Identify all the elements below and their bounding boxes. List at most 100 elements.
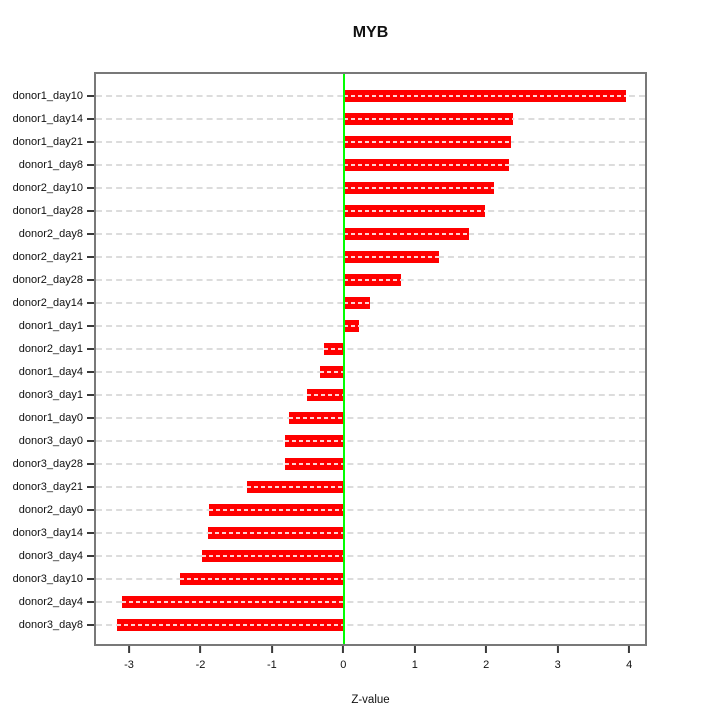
y-tick-mark	[87, 370, 94, 373]
bar-dash-pattern	[209, 508, 344, 511]
bar-donor3_day8	[116, 618, 344, 631]
bar-donor2_day10	[343, 181, 494, 194]
bar-row	[96, 268, 645, 291]
category-label: donor2_day1	[18, 342, 83, 355]
y-label-row: donor1_day4	[0, 360, 94, 383]
x-tick: 3	[555, 646, 561, 671]
y-label-row: donor2_day4	[0, 590, 94, 613]
y-tick-mark	[87, 439, 94, 442]
bar-row	[96, 107, 645, 130]
y-tick-mark	[87, 255, 94, 258]
bar-row	[96, 429, 645, 452]
bar-donor1_day10	[343, 89, 626, 102]
y-tick-mark	[87, 347, 94, 350]
bar-donor1_day21	[343, 135, 511, 148]
y-label-row: donor3_day4	[0, 544, 94, 567]
bar-donor3_day0	[285, 434, 344, 447]
category-label: donor2_day10	[12, 181, 83, 194]
category-label: donor1_day14	[12, 112, 83, 125]
bar-dash-pattern	[343, 163, 509, 166]
bar-dash-pattern	[116, 623, 344, 626]
x-tick-label: -3	[124, 659, 134, 671]
x-tick-label: 3	[554, 659, 561, 671]
gridline	[96, 462, 645, 465]
gridline	[96, 508, 645, 511]
category-label: donor1_day28	[12, 204, 83, 217]
x-tick: -1	[267, 646, 277, 671]
bar-dash-pattern	[180, 577, 344, 580]
y-tick-mark	[87, 117, 94, 120]
y-label-row: donor3_day10	[0, 567, 94, 590]
y-tick-mark	[87, 186, 94, 189]
bar-rows	[96, 74, 645, 644]
bar-row	[96, 245, 645, 268]
y-label-row: donor2_day1	[0, 337, 94, 360]
y-label-row: donor3_day1	[0, 383, 94, 406]
bar-donor1_day1	[343, 319, 360, 332]
category-label: donor2_day4	[18, 595, 83, 608]
category-label: donor2_day28	[12, 273, 83, 286]
x-tick-label: 4	[626, 659, 633, 671]
x-tick-mark	[628, 646, 631, 653]
y-label-row: donor1_day21	[0, 130, 94, 153]
x-tick-label: 2	[483, 659, 490, 671]
bar-dash-pattern	[208, 531, 344, 534]
gridline	[96, 324, 645, 327]
x-tick-mark	[270, 646, 273, 653]
bar-row	[96, 590, 645, 613]
gridline	[96, 623, 645, 626]
bar-dash-pattern	[343, 209, 486, 212]
x-axis-title: Z-value	[351, 694, 390, 706]
bar-donor3_day4	[202, 549, 344, 562]
gridline	[96, 393, 645, 396]
x-tick-mark	[556, 646, 559, 653]
bar-dash-pattern	[343, 255, 439, 258]
y-label-row: donor3_day28	[0, 452, 94, 475]
category-label: donor3_day0	[18, 434, 83, 447]
category-label: donor1_day21	[12, 135, 83, 148]
plot-area	[94, 72, 647, 646]
bar-row	[96, 337, 645, 360]
y-tick-mark	[87, 163, 94, 166]
bar-dash-pattern	[288, 416, 344, 419]
bar-dash-pattern	[306, 393, 344, 396]
y-label-row: donor1_day14	[0, 107, 94, 130]
bar-dash-pattern	[343, 117, 514, 120]
x-tick: 2	[483, 646, 489, 671]
y-tick-mark	[87, 600, 94, 603]
bar-donor1_day0	[288, 411, 344, 424]
bar-dash-pattern	[247, 485, 344, 488]
y-tick-mark	[87, 554, 94, 557]
bar-dash-pattern	[343, 301, 370, 304]
category-label: donor1_day8	[18, 158, 83, 171]
category-label: donor2_day8	[18, 227, 83, 240]
bar-dash-pattern	[285, 439, 344, 442]
bar-donor1_day4	[320, 365, 344, 378]
x-tick: 1	[412, 646, 418, 671]
bar-dash-pattern	[343, 186, 494, 189]
x-tick-mark	[413, 646, 416, 653]
bar-donor2_day0	[209, 503, 344, 516]
y-label-row: donor2_day10	[0, 176, 94, 199]
y-tick-mark	[87, 301, 94, 304]
x-axis: -3 -2 -1 0 1 2 3 4	[94, 646, 647, 686]
category-label: donor3_day8	[18, 618, 83, 631]
bar-row	[96, 567, 645, 590]
category-label: donor3_day1	[18, 388, 83, 401]
y-tick-mark	[87, 416, 94, 419]
bar-dash-pattern	[284, 462, 344, 465]
bar-row	[96, 130, 645, 153]
bar-dash-pattern	[343, 140, 511, 143]
y-tick-mark	[87, 209, 94, 212]
bar-donor2_day8	[343, 227, 470, 240]
y-tick-mark	[87, 623, 94, 626]
y-label-row: donor3_day8	[0, 613, 94, 636]
y-tick-mark	[87, 462, 94, 465]
bar-row	[96, 199, 645, 222]
category-label: donor3_day28	[12, 457, 83, 470]
x-tick-mark	[342, 646, 345, 653]
bar-row	[96, 176, 645, 199]
bar-dash-pattern	[343, 278, 401, 281]
y-tick-mark	[87, 324, 94, 327]
y-label-row: donor2_day8	[0, 222, 94, 245]
